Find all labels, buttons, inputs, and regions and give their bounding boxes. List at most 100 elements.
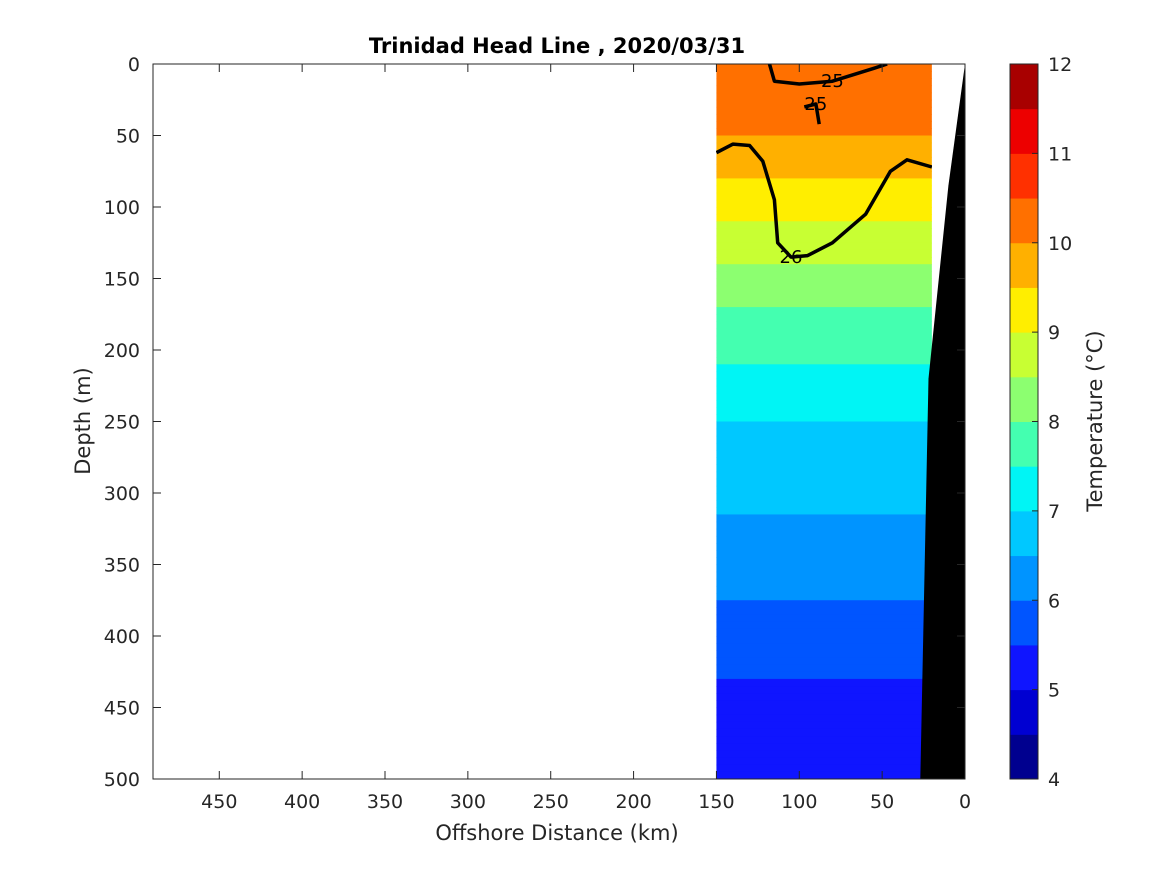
- x-axis-label: Offshore Distance (km): [435, 821, 678, 845]
- temperature-band: [716, 421, 932, 430]
- density-contour-line: [716, 142, 932, 259]
- colorbar-tick-label: 10: [1048, 233, 1072, 255]
- temperature-band: [716, 607, 932, 616]
- y-tick-label: 500: [104, 769, 140, 791]
- y-tick-label: 450: [104, 698, 140, 720]
- colorbar-label: Temperature (°C): [1083, 330, 1107, 512]
- colorbar-tick-label: 9: [1048, 322, 1060, 344]
- temperature-band: [716, 771, 932, 779]
- temperature-band: [716, 464, 932, 473]
- temperature-band: [716, 106, 932, 115]
- temperature-band: [716, 64, 932, 72]
- temperature-band: [716, 728, 932, 737]
- temperature-band: [716, 471, 932, 480]
- colorbar-tick-label: 6: [1048, 590, 1060, 612]
- temperature-band: [716, 571, 932, 580]
- density-contour-label: 25: [804, 94, 827, 115]
- temperature-band: [716, 350, 932, 358]
- temperature-band: [716, 99, 932, 108]
- temperature-band: [716, 192, 932, 201]
- x-tick-label: 200: [615, 791, 651, 813]
- y-tick-label: 350: [104, 555, 140, 577]
- y-tick-label: 0: [128, 54, 140, 76]
- temperature-band: [716, 700, 932, 709]
- temperature-band: [716, 693, 932, 701]
- temperature-band: [716, 743, 932, 751]
- temperature-band: [716, 128, 932, 137]
- density-contour-line: [767, 64, 888, 86]
- density-contour-line: [803, 102, 821, 125]
- temperature-band: [716, 736, 932, 744]
- colorbar-tick-label: 8: [1048, 412, 1060, 434]
- x-tick-label: 250: [533, 791, 569, 813]
- temperature-band: [716, 299, 932, 308]
- temperature-band: [716, 135, 932, 144]
- temperature-band: [716, 585, 932, 594]
- colorbar-swatch: [1010, 198, 1038, 244]
- temperature-field: [716, 64, 932, 779]
- temperature-band: [716, 364, 932, 373]
- temperature-band: [716, 142, 932, 151]
- temperature-band: [716, 578, 932, 587]
- temperature-band: [716, 257, 932, 265]
- temperature-band: [716, 557, 932, 566]
- temperature-band: [716, 650, 932, 659]
- colorbar-tick-label: 5: [1048, 680, 1060, 702]
- colorbar-swatch: [1010, 242, 1038, 288]
- density-contour-label: 26: [780, 247, 803, 268]
- temperature-band: [716, 600, 932, 608]
- temperature-band: [716, 178, 932, 187]
- y-tick-label: 100: [104, 197, 140, 219]
- temperature-band: [716, 528, 932, 537]
- temperature-band: [716, 371, 932, 380]
- temperature-band: [716, 414, 932, 423]
- colorbar-tick-label: 11: [1048, 143, 1072, 165]
- temperature-band: [716, 185, 932, 194]
- x-tick-label: 100: [781, 791, 817, 813]
- y-axis-ticks: 0 50 100 150 200 250 300 350 400 450 500: [104, 54, 965, 791]
- temperature-band: [716, 400, 932, 408]
- temperature-band: [716, 721, 932, 730]
- temperature-band: [716, 550, 932, 558]
- colorbar-swatch: [1010, 466, 1038, 512]
- colorbar-ticks: 12 11 10 9 8 7 6 5 4: [1032, 54, 1072, 791]
- temperature-band: [716, 628, 932, 637]
- colorbar-swatch: [1010, 332, 1038, 378]
- temperature-band: [716, 149, 932, 158]
- y-tick-label: 200: [104, 340, 140, 362]
- temperature-band: [716, 457, 932, 465]
- x-tick-label: 50: [870, 791, 894, 813]
- colorbar-swatches: [1010, 64, 1038, 780]
- x-axis-ticks: 450 400 350 300 250 200 150 100 50 0: [201, 64, 971, 813]
- x-tick-label: 450: [201, 791, 237, 813]
- temperature-band: [716, 235, 932, 244]
- temperature-band: [716, 314, 932, 322]
- temperature-band: [716, 614, 932, 623]
- colorbar-tick-label: 7: [1048, 501, 1060, 523]
- temperature-band: [716, 671, 932, 680]
- bathymetry: [920, 64, 965, 779]
- temperature-band: [716, 85, 932, 94]
- y-tick-label: 150: [104, 269, 140, 291]
- y-tick-label: 250: [104, 412, 140, 434]
- temperature-band: [716, 357, 932, 365]
- colorbar-swatch: [1010, 421, 1038, 467]
- temperature-band: [716, 678, 932, 687]
- temperature-band: [716, 114, 932, 122]
- temperature-band: [716, 92, 932, 101]
- colorbar-swatch: [1010, 287, 1038, 333]
- temperature-band: [716, 564, 932, 573]
- colorbar-swatch: [1010, 510, 1038, 557]
- temperature-band: [716, 686, 932, 694]
- temperature-band: [716, 271, 932, 280]
- seafloor: [920, 64, 965, 779]
- temperature-band: [716, 385, 932, 394]
- y-tick-label: 300: [104, 483, 140, 505]
- temperature-band: [716, 221, 932, 230]
- temperature-band: [716, 292, 932, 301]
- temperature-band: [716, 378, 932, 387]
- y-tick-label: 400: [104, 626, 140, 648]
- colorbar-swatch: [1010, 153, 1038, 199]
